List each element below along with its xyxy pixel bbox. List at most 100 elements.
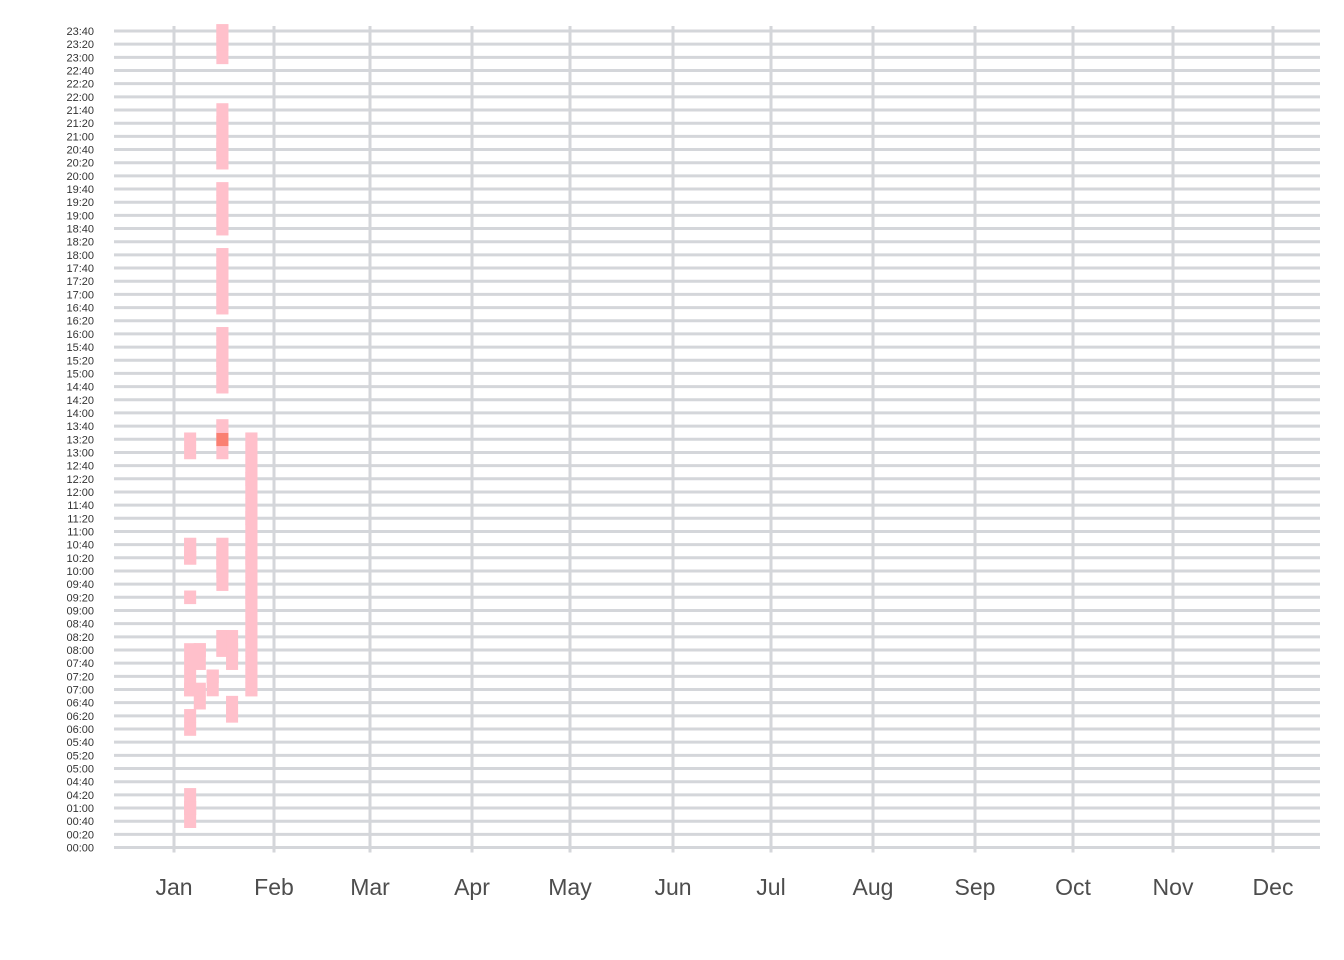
y-tick-label: 06:40 — [66, 698, 94, 710]
heatmap-cell — [216, 142, 229, 157]
y-tick-label: 16:20 — [66, 316, 94, 328]
heatmap-cell — [184, 551, 197, 565]
heatmap-cell — [245, 616, 258, 631]
y-tick-label: 08:00 — [66, 645, 94, 657]
heatmap-cell — [226, 630, 239, 644]
heatmap-cell — [193, 643, 206, 657]
heatmap-cell — [245, 577, 258, 591]
y-tick-label: 23:00 — [66, 52, 94, 64]
heatmap-cell — [206, 669, 219, 684]
y-tick-label: 09:00 — [66, 605, 94, 617]
heatmap-cell — [216, 195, 229, 210]
y-tick-label: 08:40 — [66, 619, 94, 631]
y-tick-label: 17:40 — [66, 263, 94, 275]
heatmap-cell — [216, 287, 229, 302]
y-tick-label: 12:20 — [66, 474, 94, 486]
y-tick-label: 13:40 — [66, 421, 94, 433]
x-tick-label: Jan — [155, 874, 192, 900]
heatmap-cell — [216, 208, 229, 223]
y-tick-label: 10:20 — [66, 553, 94, 565]
y-tick-label: 06:20 — [66, 711, 94, 723]
heatmap-cell — [216, 537, 229, 552]
heatmap-cell — [245, 511, 258, 526]
y-tick-label: 20:20 — [66, 158, 94, 170]
x-tick-label: Jul — [756, 874, 785, 900]
y-tick-label: 00:40 — [66, 816, 94, 828]
y-tick-label: 21:40 — [66, 105, 94, 117]
y-tick-label: 14:40 — [66, 382, 94, 394]
heatmap-cell — [216, 261, 229, 275]
heatmap-cell — [184, 722, 197, 736]
y-tick-label: 15:00 — [66, 368, 94, 380]
heatmap-cell — [216, 327, 229, 341]
heatmap-cell — [216, 643, 229, 657]
x-tick-label: Dec — [1253, 874, 1294, 900]
heatmap-cell — [245, 498, 258, 512]
x-tick-label: May — [548, 874, 592, 900]
heatmap-cell — [245, 445, 258, 460]
heatmap-cell — [245, 537, 258, 552]
heatmap-cell — [216, 24, 229, 38]
heatmap-cell — [184, 709, 197, 723]
y-tick-label: 10:00 — [66, 566, 94, 578]
y-tick-label: 05:40 — [66, 737, 94, 749]
x-axis-tick-labels: Jan Feb Mar Apr May Jun Jul Aug Sep Oct Nov Dec — [155, 874, 1293, 900]
y-tick-label: 04:20 — [66, 790, 94, 802]
heatmap-cell — [216, 221, 229, 236]
heatmap-cell — [245, 682, 258, 697]
y-tick-label: 05:20 — [66, 750, 94, 762]
heatmap-cell — [216, 445, 229, 460]
heatmap-cell — [193, 656, 206, 670]
y-tick-label: 22:40 — [66, 66, 94, 78]
y-tick-label: 17:00 — [66, 289, 94, 301]
y-tick-label: 06:00 — [66, 724, 94, 736]
y-tick-label: 20:40 — [66, 145, 94, 157]
x-tick-label: Mar — [350, 874, 390, 900]
heatmap-cell — [184, 537, 197, 552]
heatmap-cell — [216, 564, 229, 578]
heatmap-cell — [216, 432, 229, 447]
x-tick-label: Feb — [254, 874, 294, 900]
y-tick-label: 12:40 — [66, 461, 94, 473]
heatmap-cell — [216, 50, 229, 65]
y-tick-label: 22:00 — [66, 92, 94, 104]
x-tick-label: Nov — [1153, 874, 1194, 900]
y-tick-label: 00:00 — [66, 843, 94, 855]
heatmap-cell — [216, 37, 229, 51]
grid-lines — [114, 26, 1320, 853]
y-tick-label: 16:00 — [66, 329, 94, 341]
heatmap-cell — [216, 155, 229, 170]
y-tick-label: 21:20 — [66, 118, 94, 130]
heatmap-cell — [216, 551, 229, 565]
x-tick-label: Aug — [853, 874, 894, 900]
x-tick-label: Apr — [454, 874, 490, 900]
heatmap-cell — [184, 445, 197, 460]
heatmap-cell — [216, 379, 229, 394]
heatmap-cell — [245, 551, 258, 565]
heatmap-cell — [193, 682, 206, 697]
y-tick-label: 07:20 — [66, 671, 94, 683]
y-tick-label: 19:00 — [66, 210, 94, 222]
heatmap-cell — [245, 564, 258, 578]
heatmap-cell — [245, 485, 258, 499]
y-tick-label: 09:20 — [66, 592, 94, 604]
y-tick-label: 11:40 — [67, 500, 94, 512]
heatmap-cell — [245, 471, 258, 486]
y-tick-label: 18:40 — [66, 224, 94, 236]
heatmap-cell — [245, 458, 258, 473]
heatmap-cell — [245, 643, 258, 657]
heatmap-cell — [216, 340, 229, 354]
heatmap-cell — [245, 524, 258, 539]
heatmap-cell — [245, 669, 258, 684]
y-tick-label: 22:20 — [66, 79, 94, 91]
heatmap-cell — [216, 577, 229, 591]
y-tick-label: 09:40 — [66, 579, 94, 591]
heatmap-cell — [216, 182, 229, 196]
y-tick-label: 11:20 — [67, 513, 94, 525]
heatmap-cell — [216, 419, 229, 433]
y-tick-label: 23:20 — [66, 39, 94, 51]
heatmap-cell — [184, 801, 197, 815]
y-tick-label: 19:40 — [66, 184, 94, 196]
